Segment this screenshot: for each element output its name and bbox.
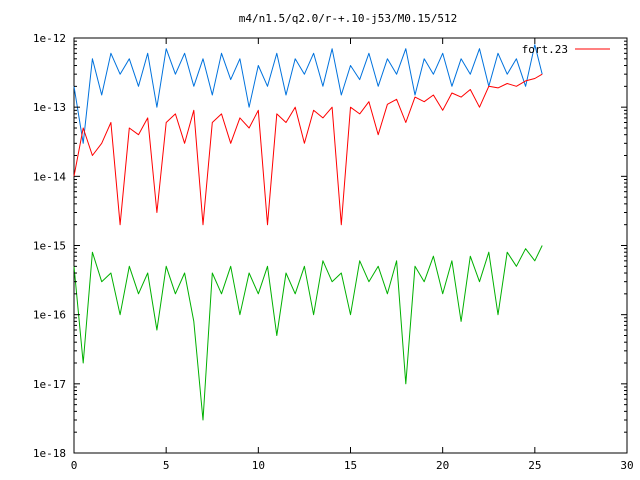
x-tick-label-0: 0 bbox=[71, 459, 78, 472]
legend: fort.23 bbox=[522, 43, 610, 56]
x-tick-label-5: 25 bbox=[528, 459, 541, 472]
x-tick-label-4: 20 bbox=[436, 459, 449, 472]
x-tick-label-2: 10 bbox=[252, 459, 265, 472]
legend-label-fort-23: fort.23 bbox=[522, 43, 568, 56]
chart-title: m4/n1.5/q2.0/r-+.10-j53/M0.15/512 bbox=[239, 12, 458, 25]
y-tick-label-6: 1e-18 bbox=[33, 447, 66, 460]
x-tick-label-1: 5 bbox=[163, 459, 170, 472]
series-line-1 bbox=[73, 73, 543, 226]
plot-frame bbox=[73, 37, 628, 454]
y-tick-label-0: 1e-12 bbox=[33, 32, 66, 45]
y-tick-label-4: 1e-16 bbox=[33, 309, 66, 322]
x-tick-label-3: 15 bbox=[344, 459, 357, 472]
y-tick-label-1: 1e-13 bbox=[33, 101, 66, 114]
axes-layer: 0 5 10 15 20 25 30 1e-12 1e-13 1e-14 1e-15 1e-16 1e-… bbox=[33, 32, 634, 472]
series-line-2 bbox=[73, 245, 543, 421]
series-line-0 bbox=[73, 44, 543, 144]
series-layer bbox=[73, 44, 543, 421]
y-tick-label-5: 1e-17 bbox=[33, 378, 66, 391]
x-tick-label-6: 30 bbox=[620, 459, 633, 472]
y-tick-label-3: 1e-15 bbox=[33, 240, 66, 253]
y-tick-label-2: 1e-14 bbox=[33, 170, 66, 183]
